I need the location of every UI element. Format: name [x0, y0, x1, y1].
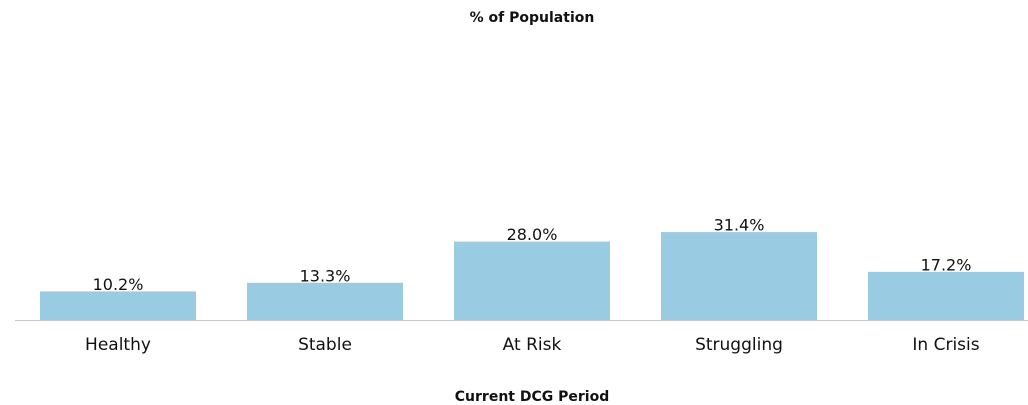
x-tick-label: Healthy [85, 335, 151, 355]
bar [40, 291, 196, 320]
value-label: 31.4% [714, 216, 765, 235]
x-tick-label: Stable [298, 335, 352, 355]
value-label: 17.2% [921, 255, 972, 274]
value-label: 13.3% [300, 266, 351, 285]
chart-title: % of Population [470, 10, 595, 26]
value-label: 10.2% [93, 275, 144, 294]
bar [247, 282, 403, 320]
bar [868, 271, 1024, 320]
x-tick-label: Struggling [695, 335, 783, 355]
bar [454, 241, 610, 320]
value-label: 28.0% [507, 225, 558, 244]
x-tick-label: At Risk [503, 335, 562, 355]
bar [661, 232, 817, 320]
x-axis-title: Current DCG Period [455, 389, 609, 405]
x-tick-label: In Crisis [912, 335, 979, 355]
